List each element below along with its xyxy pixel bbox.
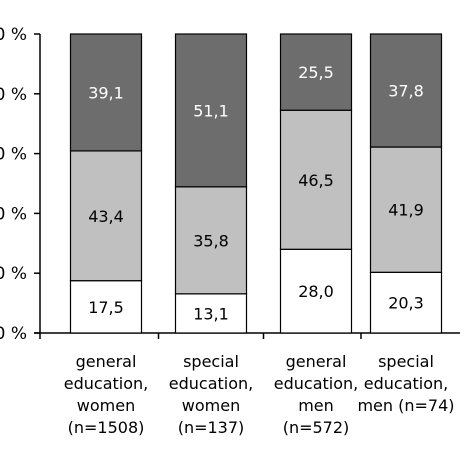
category-label: general education, women (n=1508) xyxy=(64,352,148,437)
category-label-line: general xyxy=(76,352,137,371)
data-label: 13,1 xyxy=(193,304,229,323)
category-label-line: education, xyxy=(169,374,253,393)
bar-segment-middle xyxy=(174,186,248,295)
bar-segment-top xyxy=(174,33,248,188)
data-label: 41,9 xyxy=(388,201,424,220)
bar-segment-bottom xyxy=(369,271,443,334)
data-label: 35,8 xyxy=(193,231,229,250)
bar-segment-bottom xyxy=(69,280,143,334)
y-tick-label: 0 % xyxy=(0,85,27,105)
y-tick-label: 0 % xyxy=(0,264,27,284)
y-tick-label: 0 % xyxy=(0,324,27,344)
data-label: 43,4 xyxy=(88,207,124,226)
category-label-line: special xyxy=(378,352,434,371)
y-tick-label: 0 % xyxy=(0,145,27,165)
category-label: special education, women (n=137) xyxy=(169,352,253,437)
category-label-line: men (n=74) xyxy=(357,396,454,415)
category-label-line: women xyxy=(77,396,135,415)
category-label-line: education, xyxy=(274,374,358,393)
data-label: 51,1 xyxy=(193,101,229,120)
category-label-line: (n=572) xyxy=(283,418,350,437)
bar-segment-top xyxy=(369,33,443,148)
y-tick-label: 0 % xyxy=(0,204,27,224)
data-label: 17,5 xyxy=(88,298,124,317)
data-label: 39,1 xyxy=(88,83,124,102)
category-label-line: women xyxy=(182,396,240,415)
category-label-line: special xyxy=(183,352,239,371)
bar-segment-top xyxy=(69,33,143,152)
y-tick-label: 0 % xyxy=(0,25,27,45)
category-label: special education, men (n=74) xyxy=(357,352,454,415)
data-label: 37,8 xyxy=(388,82,424,101)
data-label: 46,5 xyxy=(298,171,334,190)
category-label-line: education, xyxy=(364,374,448,393)
data-label: 28,0 xyxy=(298,282,334,301)
bar-segment-middle xyxy=(369,146,443,273)
category-label: general education, men (n=572) xyxy=(274,352,358,437)
category-label-line: (n=137) xyxy=(178,418,245,437)
bar-segment-middle xyxy=(279,109,353,250)
category-label-line: education, xyxy=(64,374,148,393)
data-label: 20,3 xyxy=(388,294,424,313)
bar-segment-bottom xyxy=(279,248,353,334)
data-label: 25,5 xyxy=(298,63,334,82)
bar-segment-top xyxy=(279,33,353,111)
category-label-line: (n=1508) xyxy=(68,418,145,437)
category-label-line: men xyxy=(298,396,334,415)
category-label-line: general xyxy=(286,352,347,371)
